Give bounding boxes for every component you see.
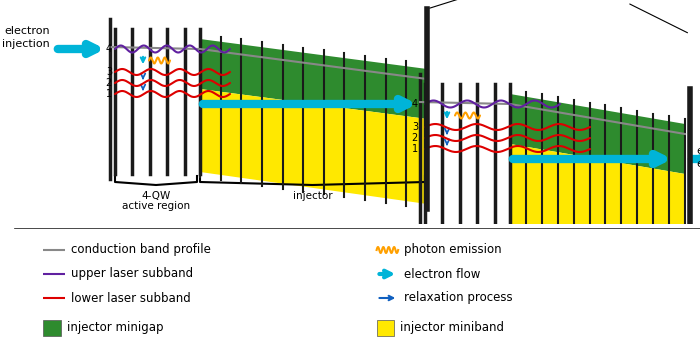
- Text: 3: 3: [106, 67, 112, 77]
- Text: injection: injection: [2, 39, 50, 49]
- Polygon shape: [200, 39, 427, 119]
- Polygon shape: [510, 94, 685, 174]
- Text: 4: 4: [412, 99, 418, 109]
- Polygon shape: [200, 89, 427, 204]
- Text: active region: active region: [122, 201, 190, 211]
- Text: 4-QW: 4-QW: [141, 191, 171, 201]
- Text: electron: electron: [696, 146, 700, 156]
- Text: extraction
barrier: extraction barrier: [573, 0, 687, 33]
- Text: conduction band profile: conduction band profile: [71, 244, 211, 257]
- Text: 2: 2: [412, 133, 418, 143]
- Text: 2: 2: [106, 78, 112, 88]
- Text: electron: electron: [4, 26, 50, 36]
- Text: injector miniband: injector miniband: [400, 322, 504, 335]
- Polygon shape: [510, 144, 685, 259]
- Text: 1: 1: [106, 89, 112, 99]
- Bar: [43, 320, 61, 336]
- Text: lower laser subband: lower laser subband: [71, 292, 190, 304]
- Text: 1: 1: [412, 144, 418, 154]
- Text: injection
barrier: injection barrier: [430, 0, 512, 8]
- Text: upper laser subband: upper laser subband: [71, 267, 193, 280]
- Text: photon emission: photon emission: [404, 244, 502, 257]
- Text: 3: 3: [412, 122, 418, 132]
- Text: 4: 4: [106, 44, 112, 54]
- Text: extraction: extraction: [696, 159, 700, 169]
- Text: electron flow: electron flow: [404, 267, 480, 280]
- Text: injector: injector: [293, 191, 332, 201]
- Text: relaxation process: relaxation process: [404, 292, 512, 304]
- Text: injector minigap: injector minigap: [67, 322, 163, 335]
- Bar: [377, 320, 394, 336]
